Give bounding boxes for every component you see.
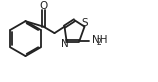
Text: O: O: [39, 1, 48, 11]
Text: S: S: [81, 18, 88, 28]
Text: 2: 2: [97, 38, 101, 47]
Text: NH: NH: [92, 35, 107, 45]
Text: N: N: [61, 39, 68, 49]
